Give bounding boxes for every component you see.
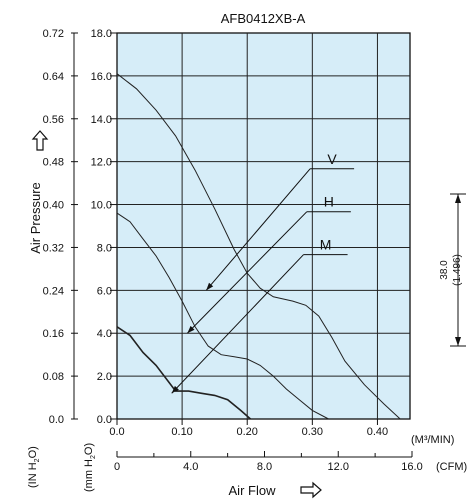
y-tick-label-inch: 0.40 (43, 200, 64, 212)
x-unit-primary: (M³/MIN) (411, 434, 454, 446)
plot-area (116, 32, 411, 420)
y-tick-label-mm: 16.0 (91, 71, 112, 83)
x-tick-label: 0.20 (237, 426, 258, 438)
y-tick-label-inch: 0.72 (43, 28, 64, 40)
y-tick-labels: 0.0 0.0 2.0 0.08 4.0 0.16 6.0 0.24 8.0 0.32 10.0 0.… (43, 28, 117, 426)
svg-text:(1.496): (1.496) (452, 254, 463, 286)
pointer-line-h (186, 211, 308, 334)
y-tick-label-mm: 12.0 (91, 157, 112, 169)
cfm-tick-label: 8.0 (257, 461, 272, 473)
pointer-arrowhead-m (171, 385, 179, 394)
y-tick-label-inch: 0.56 (43, 114, 64, 126)
curve-h (116, 212, 329, 420)
series-label-m: M (320, 237, 332, 253)
x-tick-labels: 0.0 0.10 0.20 0.30 0.40 (109, 419, 388, 438)
series-label-h: H (324, 194, 334, 210)
y-unit-mm: (mm H2O) (83, 443, 97, 492)
y-tick-label-inch: 0.08 (43, 371, 64, 383)
y-tick-label-mm: 0.0 (97, 414, 112, 426)
svg-text:38.0: 38.0 (439, 260, 450, 280)
curve-layer (116, 73, 401, 420)
dimension-marker: 38.0 (1.496) (439, 193, 466, 347)
y-unit-inch: (IN H2O) (27, 446, 41, 488)
x-tick-label: 0.40 (367, 426, 388, 438)
cfm-tick-label: 12.0 (328, 461, 349, 473)
y-tick-label-inch: 0.32 (43, 242, 64, 254)
x-tick-label: 0.10 (171, 426, 192, 438)
right-arrow-icon (300, 481, 322, 499)
x-axis-title: Air Flow (229, 483, 277, 498)
y-tick-label-mm: 18.0 (91, 28, 112, 40)
grid-lines (117, 33, 410, 419)
y-tick-label-mm: 2.0 (97, 371, 112, 383)
cfm-scale: 0 4.0 8.0 12.0 16.0 (114, 451, 423, 473)
cfm-tick-label: 0 (114, 461, 120, 473)
cfm-tick-label: 16.0 (401, 461, 422, 473)
cfm-tick-label: 4.0 (183, 461, 198, 473)
y-tick-label-inch: 0.64 (43, 71, 64, 83)
y-tick-label-mm: 6.0 (97, 285, 112, 297)
y-tick-label-inch: 0.24 (43, 285, 64, 297)
y-tick-label-mm: 4.0 (97, 328, 112, 340)
pointer-line-v (205, 168, 311, 291)
pointer-line-m (171, 254, 304, 394)
chart-title: AFB0412XB-A (221, 11, 306, 26)
curve-m (116, 326, 252, 420)
series-label-v: V (327, 151, 337, 167)
pointer-arrowhead-h (187, 325, 195, 334)
y-tick-label-mm: 10.0 (91, 200, 112, 212)
pointer-arrowhead-v (206, 282, 214, 291)
y-tick-label-inch: 0.16 (43, 328, 64, 340)
up-arrow-icon (31, 130, 49, 151)
y-tick-label-inch: 0.48 (43, 157, 64, 169)
y-axis-title: Air Pressure (28, 182, 43, 254)
curve-labels: V H M (171, 151, 355, 394)
y-tick-label-mm: 8.0 (97, 242, 112, 254)
x-unit-secondary: (CFM) (436, 461, 467, 473)
x-tick-label: 0.0 (109, 426, 124, 438)
x-tick-label: 0.30 (302, 426, 323, 438)
curve-v (116, 73, 401, 420)
y-tick-label-mm: 14.0 (91, 114, 112, 126)
y-tick-label-inch: 0.0 (49, 414, 64, 426)
